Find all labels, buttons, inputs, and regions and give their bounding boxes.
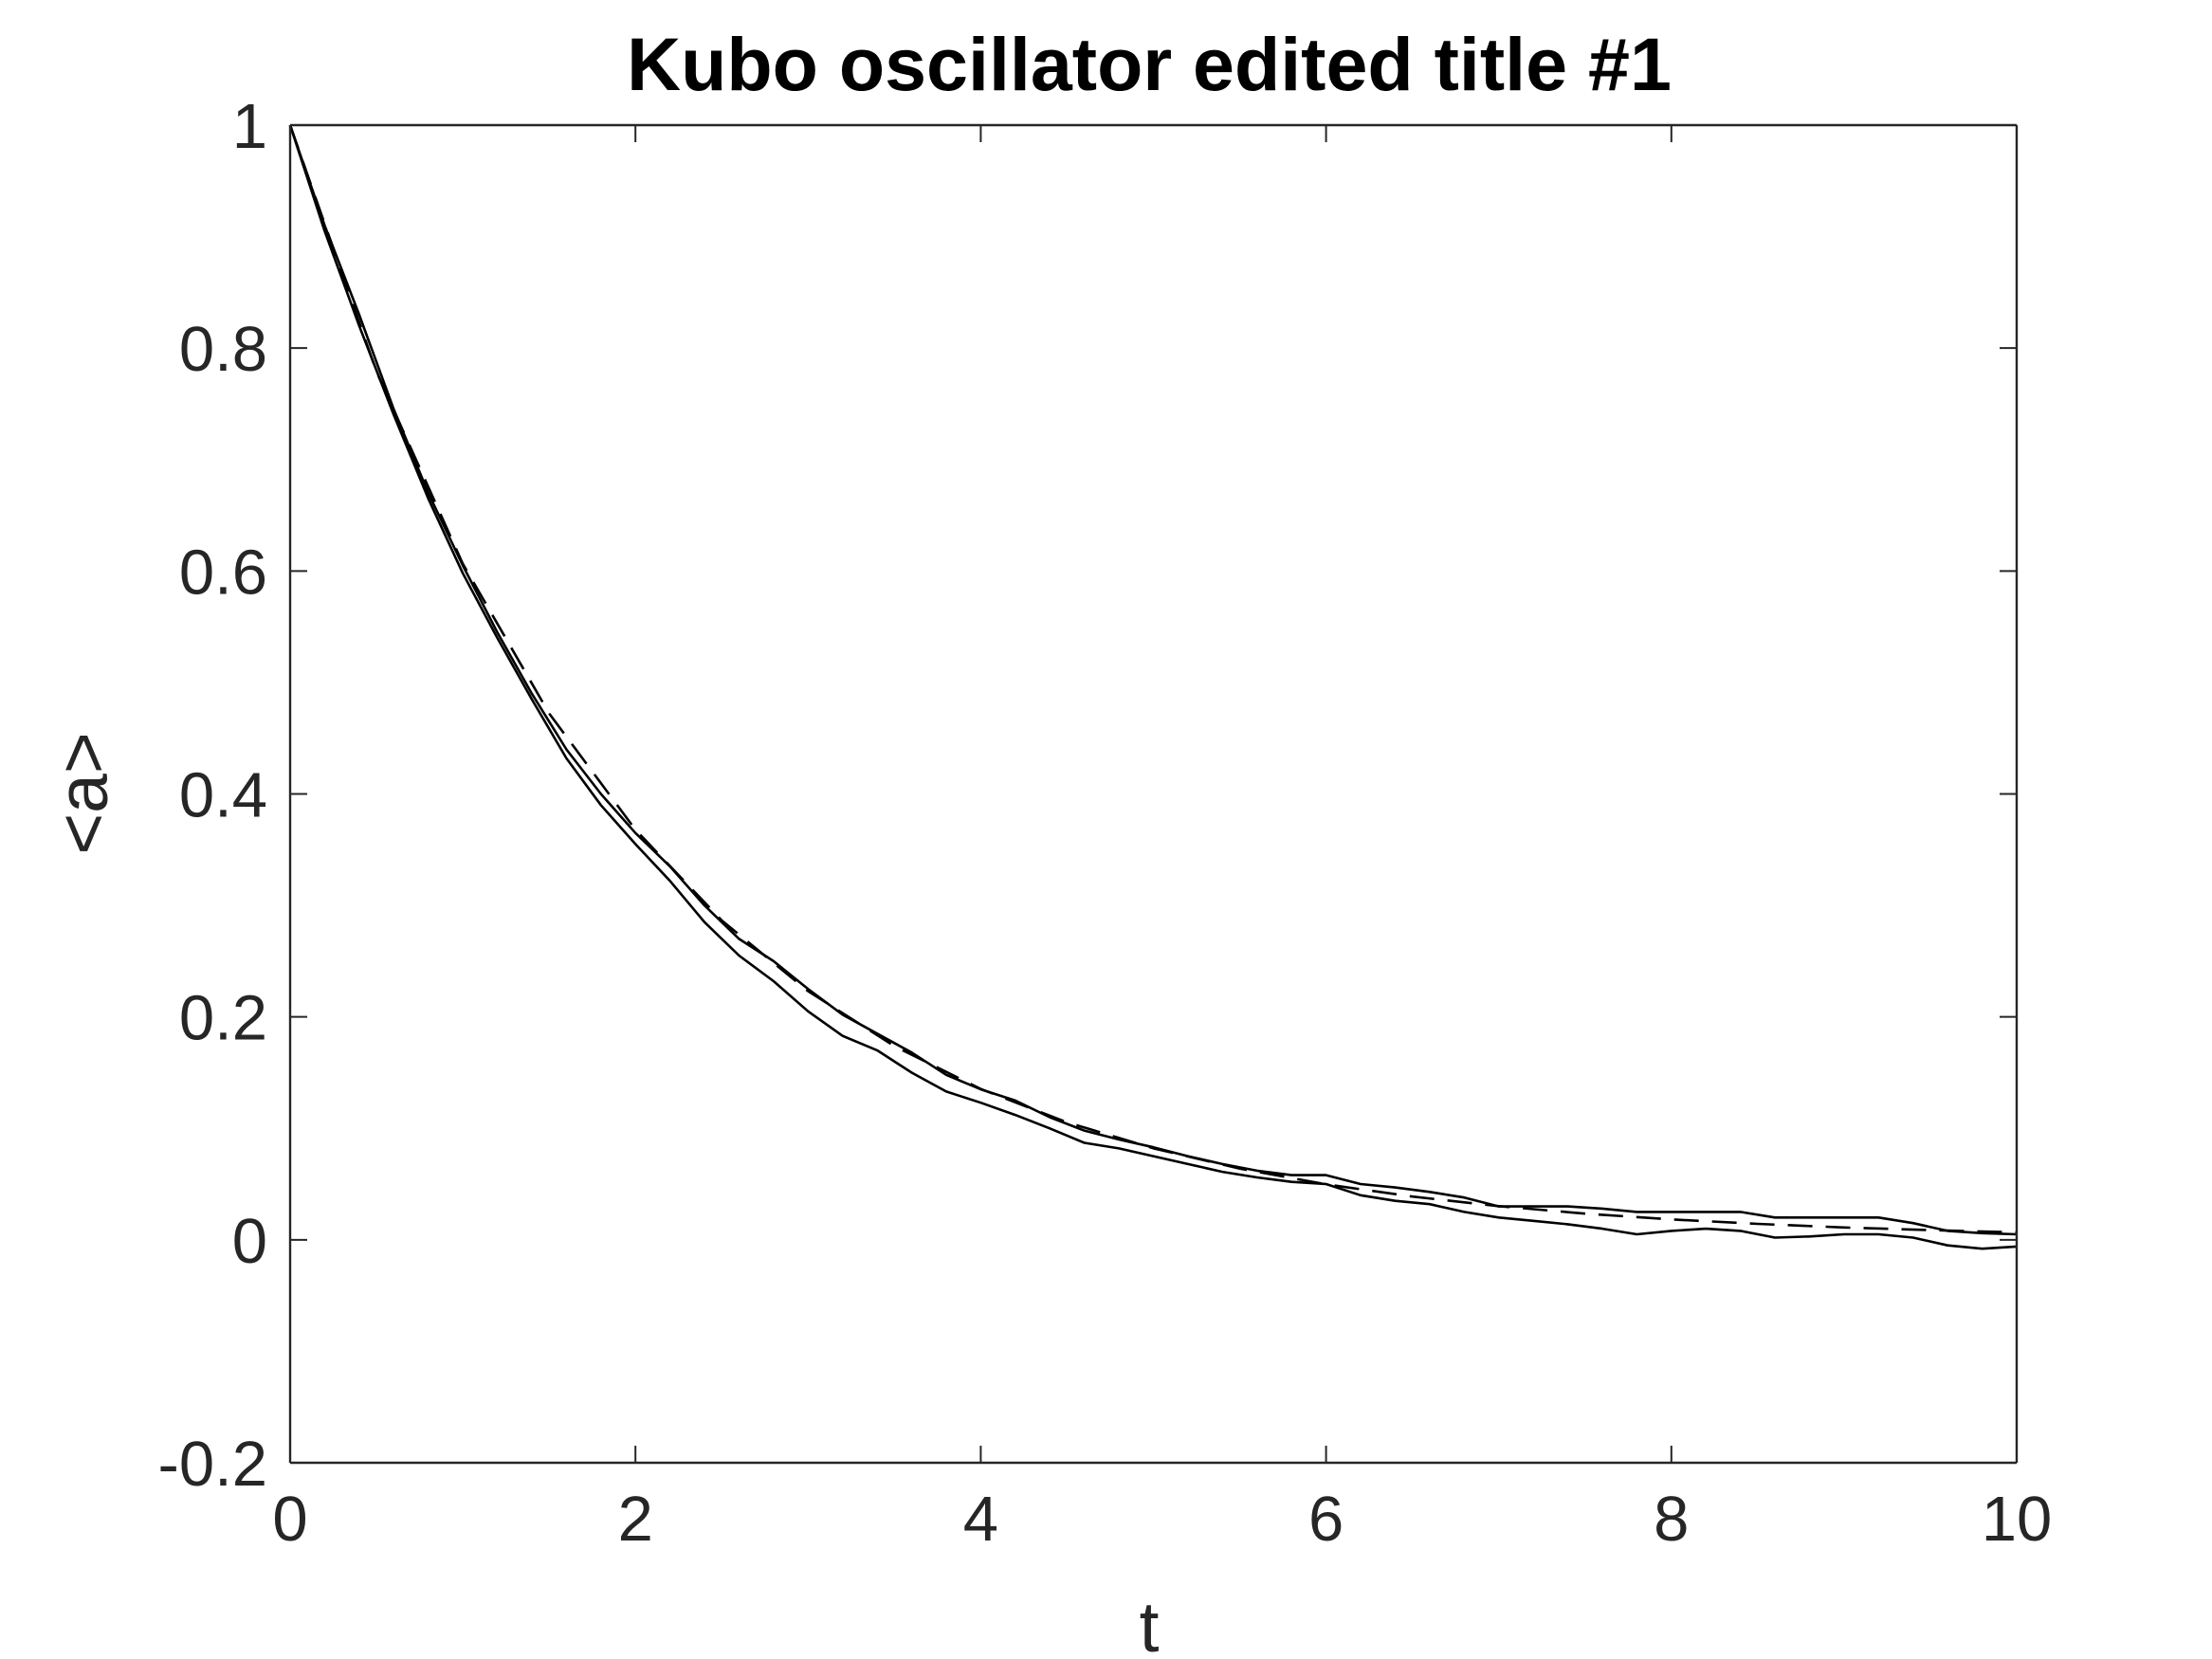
x-tick-label: 10	[1982, 1484, 2053, 1555]
series-line-2	[288, 124, 2018, 1250]
y-tick-label: 1	[232, 91, 267, 162]
x-tick-label: 0	[272, 1484, 307, 1555]
x-axis-label: t	[1140, 1587, 1160, 1659]
y-tick-label: 0.8	[179, 314, 267, 385]
y-tick-label: -0.2	[158, 1429, 267, 1500]
ticks-layer: 0 2 4 6 8 10-0.200.20.40.60.81	[158, 91, 2053, 1555]
y-axis-label: <a>	[43, 732, 122, 854]
y-tick-label: 0	[232, 1206, 267, 1277]
y-tick-label: 0.6	[179, 537, 267, 608]
series-line-3-dashed	[288, 124, 2018, 1234]
x-tick-label: 4	[963, 1484, 998, 1555]
series-layer	[288, 124, 2018, 1250]
plot-area	[290, 125, 2017, 1463]
chart-title: Kubo oscillator edited title #1	[627, 22, 1672, 106]
axes-background	[290, 125, 2017, 1463]
y-tick-label: 0.4	[179, 760, 267, 831]
x-tick-label: 2	[618, 1484, 653, 1555]
x-tick-label: 6	[1308, 1484, 1344, 1555]
x-tick-label: 8	[1654, 1484, 1689, 1555]
y-tick-label: 0.2	[179, 983, 267, 1054]
